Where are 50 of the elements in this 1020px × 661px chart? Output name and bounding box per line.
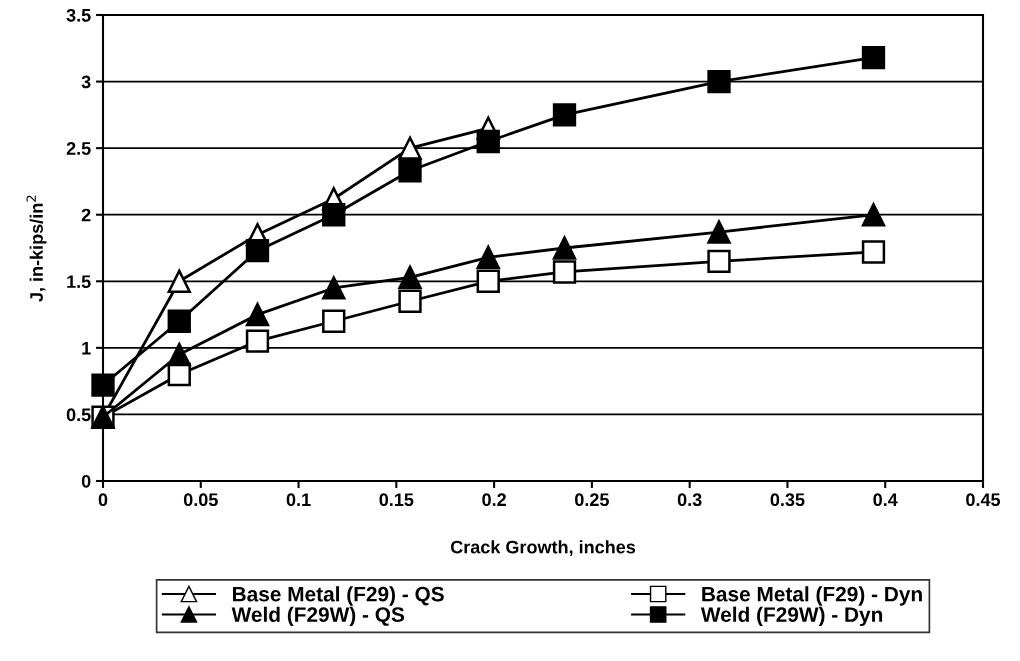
point (398, 159, 422, 183)
x-tick-label: 0.4 (873, 493, 898, 507)
point (476, 269, 500, 293)
point (245, 329, 270, 353)
x-tick-label: 0.1 (286, 493, 311, 507)
point (552, 260, 577, 284)
legend-label: Weld (F29W) - Dyn (700, 606, 883, 627)
point (707, 69, 731, 94)
y-tick-label: 2.5 (66, 142, 91, 155)
y-tick-label: 1.5 (67, 275, 91, 289)
point (322, 309, 346, 333)
x-tick-label: 0.15 (379, 493, 414, 507)
y-axis-title: J, in-kips/in$^{2}$ (26, 195, 47, 302)
point (398, 289, 422, 313)
point (552, 103, 577, 127)
point (167, 309, 191, 333)
point (322, 203, 346, 227)
y-tick-label: 3.5 (66, 8, 91, 22)
y-tick-label: 3 (81, 75, 91, 89)
x-tick-label: 0.2 (482, 493, 506, 507)
point (861, 45, 886, 70)
point (167, 269, 191, 293)
y-tick-label: 2 (81, 208, 91, 222)
point (861, 240, 886, 264)
point (476, 129, 500, 154)
legend-label: Base Metal (F29) - Dyn (702, 586, 922, 606)
x-tick-label: 0.45 (966, 493, 1001, 507)
point (167, 342, 191, 367)
legend-label: Weld (F29W) - QS (231, 606, 405, 627)
x-tick-label: 0.35 (770, 493, 805, 507)
x-tick-label: 0.3 (677, 493, 702, 507)
point (476, 245, 500, 269)
y-tick-label: 1 (82, 341, 91, 355)
x-tick-label: 0.05 (183, 493, 218, 507)
x-axis-title: Crack Growth, inches (450, 540, 636, 557)
point (245, 239, 270, 263)
point (322, 276, 346, 300)
point (707, 249, 731, 273)
point (245, 302, 270, 327)
x-tick-label: 0.25 (575, 493, 609, 507)
x-tick-label: 0 (98, 493, 108, 507)
point (91, 373, 115, 397)
legend-label: Base Metal (F29) - QS (233, 586, 444, 606)
y-tick-label: 0.5 (66, 408, 91, 422)
point (398, 136, 422, 160)
y-tick-label: 0 (81, 474, 91, 488)
point (861, 203, 886, 227)
point (398, 265, 422, 289)
point (707, 220, 731, 244)
point (552, 236, 577, 260)
